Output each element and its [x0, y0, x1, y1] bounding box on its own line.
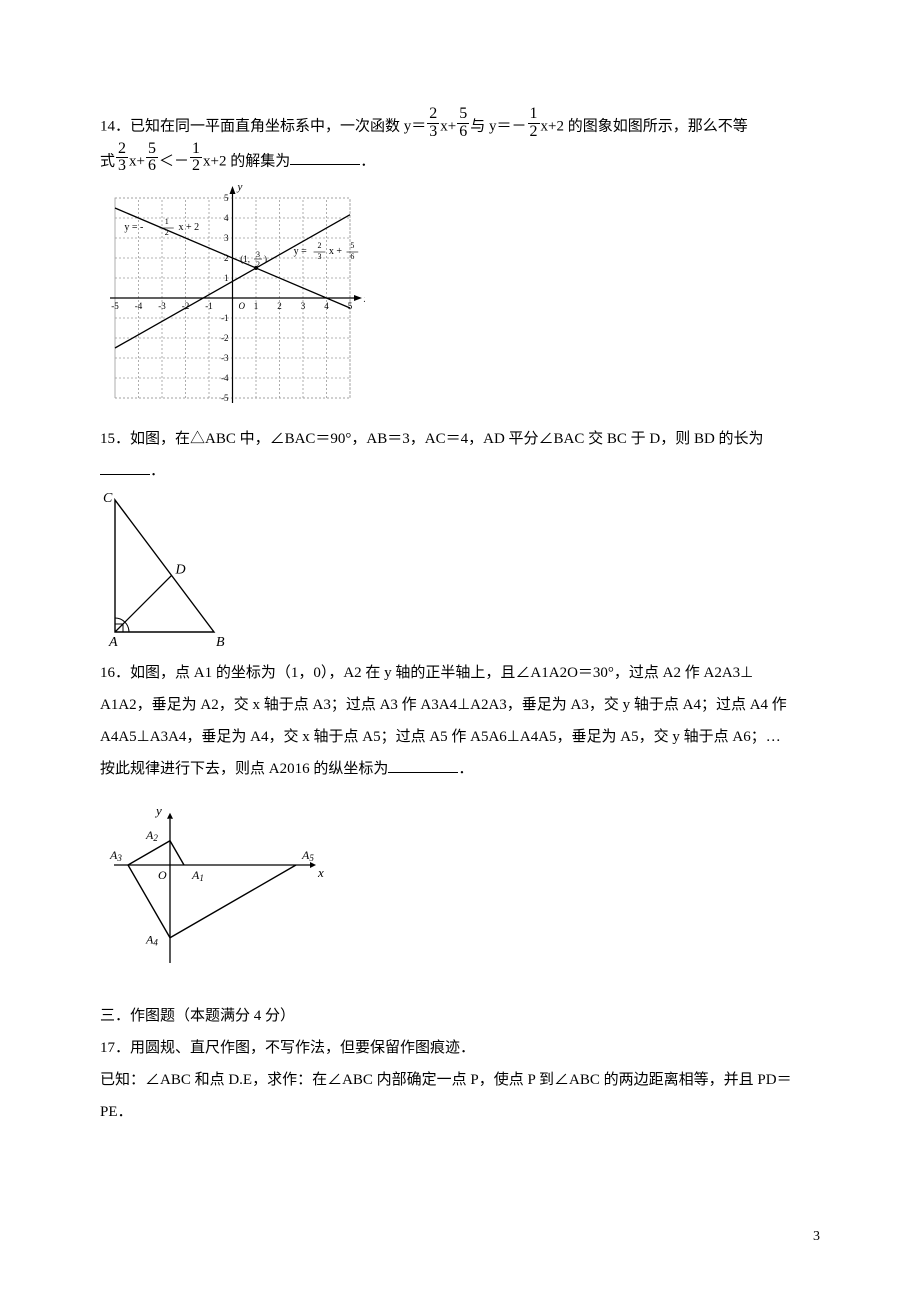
svg-text:2: 2 [317, 241, 321, 250]
svg-text:D: D [175, 562, 186, 577]
svg-text:1: 1 [224, 273, 229, 283]
q14-text-line2: 式23x+56＜－12x+2 的解集为． [100, 145, 820, 180]
q17-l1: 17．用圆规、直尺作图，不写作法，但要保留作图痕迹． [100, 1032, 820, 1064]
svg-text:A2: A2 [145, 827, 158, 842]
q17-l3: PE． [100, 1096, 820, 1128]
svg-text:y = -: y = - [124, 222, 143, 233]
exam-page: 14．已知在同一平面直角坐标系中，一次函数 y＝23x+56与 y＝－12x+2… [0, 0, 920, 1189]
svg-text:A3: A3 [109, 848, 122, 863]
svg-text:-4: -4 [221, 373, 229, 383]
svg-text:2: 2 [277, 301, 282, 311]
svg-text:x +: x + [329, 246, 343, 257]
svg-text:-3: -3 [221, 353, 229, 363]
q16-figure: x y O A1 A2 A3 A4 A5 [100, 790, 330, 990]
svg-text:-4: -4 [135, 301, 143, 311]
svg-text:-5: -5 [221, 393, 229, 403]
svg-text:3: 3 [317, 252, 321, 261]
q16-l3: A4A5⊥A3A4，垂足为 A4，交 x 轴于点 A5；过点 A5 作 A5A6… [100, 721, 820, 753]
svg-text:A: A [108, 635, 118, 647]
q16-l1: 16．如图，点 A1 的坐标为（1，0），A2 在 y 轴的正半轴上，且∠A1A… [100, 657, 820, 689]
q15-blank [100, 459, 150, 475]
page-number: 3 [0, 1189, 920, 1245]
svg-text:O: O [239, 301, 246, 311]
svg-text:3: 3 [301, 301, 306, 311]
svg-text:A5: A5 [301, 848, 314, 863]
svg-text:4: 4 [324, 301, 329, 311]
svg-text:x: x [363, 293, 365, 305]
svg-text:C: C [103, 492, 113, 506]
q15-text: 15．如图，在△ABC 中，∠BAC＝90°，AB＝3，AC＝4，AD 平分∠B… [100, 423, 820, 455]
svg-text:6: 6 [350, 252, 354, 261]
svg-text:y: y [154, 802, 162, 817]
svg-text:-2: -2 [221, 333, 229, 343]
svg-text:): ) [264, 254, 267, 264]
svg-text:5: 5 [350, 241, 354, 250]
svg-text:-1: -1 [205, 301, 213, 311]
q16-blank [388, 757, 458, 773]
svg-text:-1: -1 [221, 313, 229, 323]
svg-text:x + 2: x + 2 [178, 222, 199, 233]
svg-text:3: 3 [224, 233, 229, 243]
svg-text:1: 1 [165, 217, 169, 226]
section3-heading: 三．作图题（本题满分 4 分） [100, 1000, 820, 1032]
q14-figure: -5-4-3-2-112345-5-4-3-2-112345Oxy(1,32)y… [100, 183, 365, 413]
svg-text:3: 3 [256, 250, 260, 259]
svg-text:4: 4 [224, 213, 229, 223]
svg-text:O: O [158, 868, 167, 882]
svg-text:A1: A1 [191, 868, 204, 883]
svg-text:5: 5 [224, 193, 229, 203]
svg-text:5: 5 [348, 301, 353, 311]
q14-frac3: 12 [528, 106, 540, 141]
q15-figure: A B C D [100, 492, 250, 647]
svg-text:2: 2 [256, 260, 260, 269]
q16-l2: A1A2，垂足为 A2，交 x 轴于点 A3；过点 A3 作 A3A4⊥A2A3… [100, 689, 820, 721]
q14-text: 14．已知在同一平面直角坐标系中，一次函数 y＝23x+56与 y＝－12x+2… [100, 110, 820, 145]
svg-text:y =: y = [294, 246, 308, 257]
q14-blank [290, 149, 360, 165]
svg-text:y: y [237, 183, 243, 193]
q15-blank-line: ． [100, 455, 820, 487]
q14-frac1: 23 [427, 106, 439, 141]
svg-text:x: x [317, 865, 324, 880]
svg-text:A4: A4 [145, 932, 158, 947]
q14-frac2: 56 [457, 106, 469, 141]
svg-text:(1,: (1, [240, 254, 250, 264]
svg-text:-5: -5 [111, 301, 119, 311]
q17-l2: 已知：∠ABC 和点 D.E，求作：在∠ABC 内部确定一点 P，使点 P 到∠… [100, 1064, 820, 1096]
svg-text:-3: -3 [158, 301, 166, 311]
q16-l4: 按此规律进行下去，则点 A2016 的纵坐标为． [100, 753, 820, 785]
svg-text:1: 1 [254, 301, 259, 311]
svg-text:2: 2 [165, 228, 169, 237]
q14-pre: 14．已知在同一平面直角坐标系中，一次函数 y＝ [100, 119, 426, 135]
svg-text:B: B [216, 635, 225, 647]
